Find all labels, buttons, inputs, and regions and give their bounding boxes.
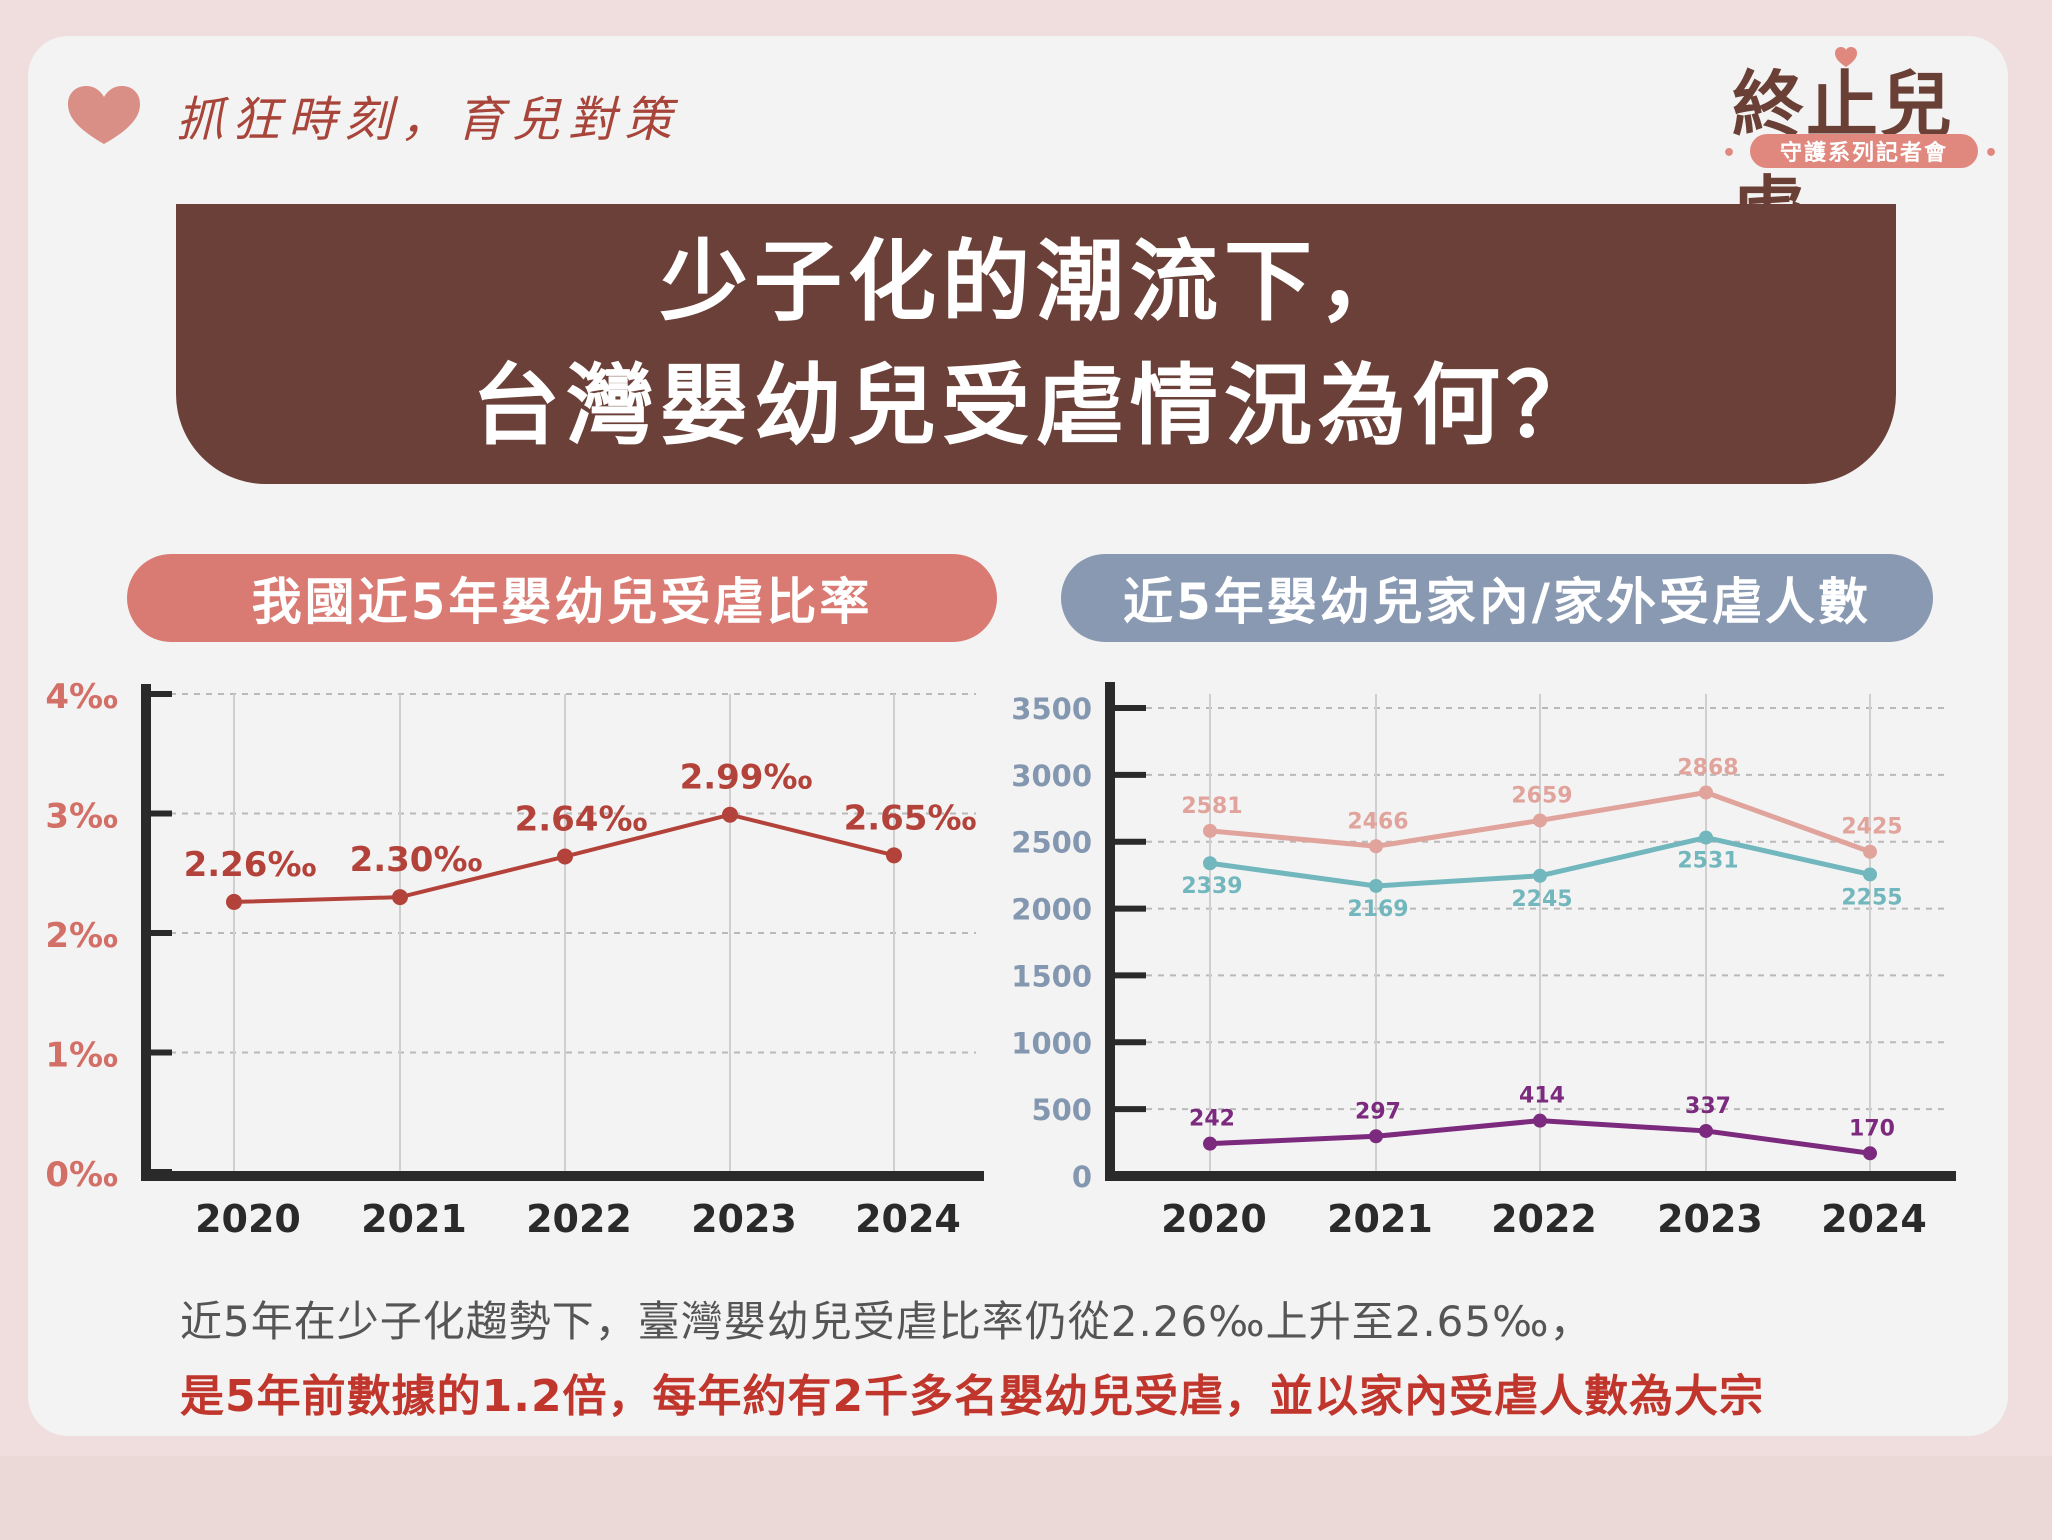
title-banner: 少子化的潮流下， 台灣嬰幼兒受虐情況為何？ [176,204,1896,484]
rate-xtick-label: 2020 [195,1197,301,1241]
count-data-label: 414 [1519,1084,1565,1109]
rate-xtick-label: 2024 [855,1197,961,1241]
count-data-label: 2339 [1181,874,1242,899]
bottom-band [0,1456,2052,1540]
count-data-label: 242 [1189,1107,1235,1132]
summary-line-1: 近5年在少子化趨勢下，臺灣嬰幼兒受虐比率仍從2.26‰上升至2.65‰， [180,1297,1593,1346]
count-point [1863,867,1877,882]
count-point [1863,844,1877,859]
rate-chart-title: 我國近5年嬰幼兒受虐比率 [127,554,997,642]
count-ytick-label: 0 [1072,1160,1092,1194]
rate-chart: 0‰ 1‰ 2‰ 3‰ 4‰ 2020 2021 2022 2023 2024 2.26‰ 2.30‰… [45,677,984,1241]
banner-line-1: 少子化的潮流下， [659,230,1412,333]
count-data-label: 2245 [1511,887,1572,912]
count-data-label: 2581 [1181,794,1242,819]
rate-point [557,848,573,865]
count-data-label: 2868 [1677,756,1738,781]
rate-xtick-label: 2021 [361,1197,467,1241]
brand-tagline: 抓狂時刻，育兒對策 [176,92,681,148]
count-point [1533,1113,1547,1128]
rate-xtick-label: 2022 [526,1197,632,1241]
count-xtick-label: 2023 [1657,1197,1763,1241]
count-point [1369,878,1383,893]
rate-point [886,847,902,864]
rate-data-label: 2.65‰ [844,798,977,838]
count-xtick-label: 2020 [1161,1197,1267,1241]
count-point [1699,785,1713,800]
logo-dash-right: • [1984,141,1999,166]
count-xtick-label: 2024 [1821,1197,1927,1241]
rate-data-label: 2.30‰ [350,840,483,880]
rate-data-label: 2.99‰ [680,758,813,798]
count-point [1533,813,1547,828]
count-data-label: 2659 [1511,783,1572,808]
logo-heart-icon [1835,47,1857,67]
count-ytick-label: 2000 [1011,893,1092,927]
rate-point [392,889,408,906]
rate-point [226,893,242,910]
logo-subtitle: 守護系列記者會 [1750,134,1978,168]
count-point [1369,1129,1383,1144]
count-point [1699,830,1713,845]
count-point [1203,1136,1217,1151]
count-point [1203,856,1217,871]
rate-xtick-label: 2023 [691,1197,797,1241]
count-data-label: 2425 [1841,815,1902,840]
count-point [1203,823,1217,838]
count-ytick-label: 3500 [1011,692,1092,726]
rate-data-label: 2.26‰ [184,845,317,885]
count-chart-title: 近5年嬰幼兒家內/家外受虐人數 [1061,554,1933,642]
rate-ytick-label: 0‰ [45,1155,118,1195]
count-data-label: 297 [1355,1099,1401,1124]
count-xtick-label: 2021 [1327,1197,1433,1241]
banner-line-2: 台灣嬰幼兒受虐情況為何？ [471,354,1600,457]
count-ytick-label: 3000 [1011,759,1092,793]
count-ytick-label: 500 [1031,1093,1092,1127]
count-point [1369,839,1383,854]
rate-ytick-label: 1‰ [45,1036,118,1076]
count-ytick-label: 2500 [1011,826,1092,860]
count-point [1533,868,1547,883]
count-chart: 0 500 1000 1500 2000 2500 3000 3500 2020 2021 2022… [1011,682,1956,1241]
rate-ytick-label: 3‰ [45,797,118,837]
rate-ytick-label: 2‰ [45,916,118,956]
rate-point [722,806,738,823]
rate-ytick-label: 4‰ [45,677,118,717]
count-data-label: 2531 [1677,849,1738,874]
count-ytick-label: 1500 [1011,959,1092,993]
count-data-label: 2466 [1347,809,1408,834]
rate-data-label: 2.64‰ [515,800,648,840]
count-point [1699,1123,1713,1138]
logo-dash-left: • [1722,141,1737,166]
heart-icon [68,86,140,144]
count-point [1863,1146,1877,1161]
charts-canvas: 0‰ 1‰ 2‰ 3‰ 4‰ 2020 2021 2022 2023 2024 2.26‰ 2.30‰… [45,677,1956,1241]
summary-line-2: 是5年前數據的1.2倍，每年約有2千多名嬰幼兒受虐，並以家內受虐人數為大宗 [180,1371,1765,1422]
count-xtick-label: 2022 [1491,1197,1597,1241]
brand-row: 抓狂時刻，育兒對策 [66,80,680,150]
count-data-label: 2169 [1347,897,1408,922]
count-ytick-label: 1000 [1011,1026,1092,1060]
count-data-label: 2255 [1841,885,1902,910]
count-data-label: 337 [1685,1094,1731,1119]
count-data-label: 170 [1849,1116,1895,1141]
